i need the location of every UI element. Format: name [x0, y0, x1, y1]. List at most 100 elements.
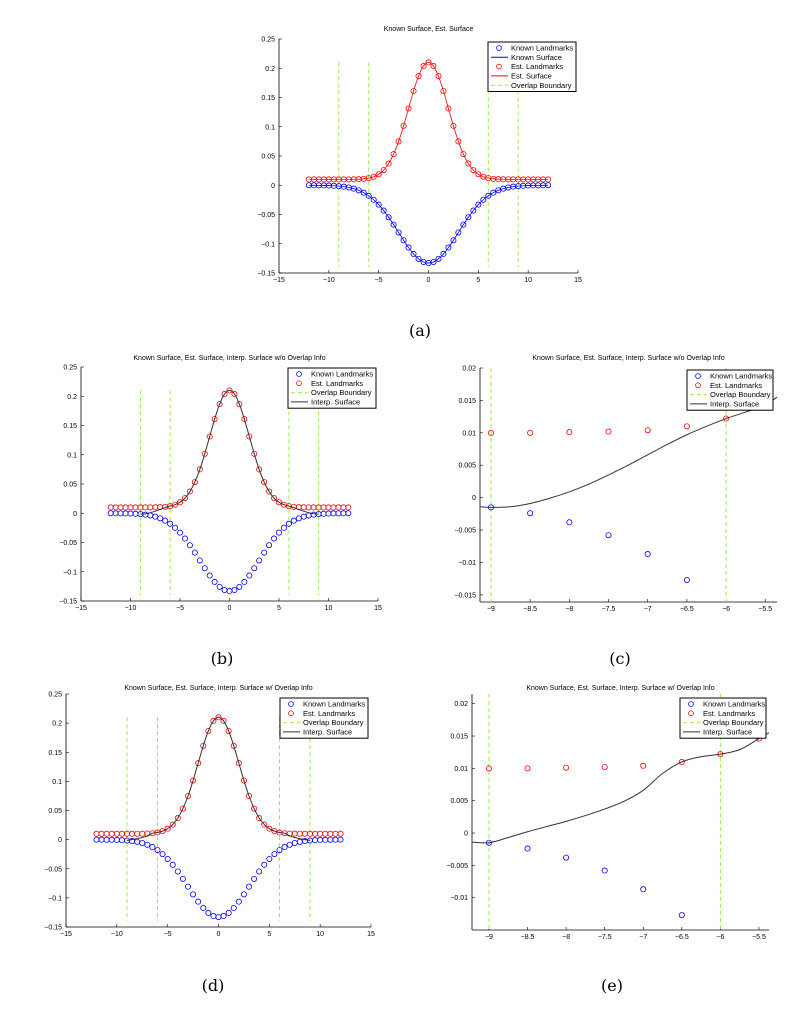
- known-landmark-point: [256, 557, 263, 564]
- known-landmark-point: [196, 557, 203, 564]
- est-landmark-point: [312, 830, 319, 837]
- est-landmark-point: [107, 504, 114, 511]
- known-landmark-point: [149, 844, 156, 851]
- x-tick-label: −8: [565, 606, 573, 613]
- known-landmark-point: [485, 192, 492, 199]
- panel-label: (b): [211, 649, 234, 668]
- est-landmark-point: [450, 122, 457, 129]
- x-tick-label: −6.5: [680, 606, 694, 613]
- known-landmark-point: [144, 841, 151, 848]
- x-tick-label: −5: [176, 605, 184, 612]
- est-landmark-point: [266, 825, 273, 832]
- known-landmark-point: [118, 837, 125, 844]
- known-landmark-point: [256, 868, 263, 875]
- y-tick-label: −0.1: [63, 569, 77, 576]
- x-tick-label: −6.5: [675, 934, 689, 941]
- est-landmark-point: [440, 88, 447, 95]
- known-landmark-point: [251, 875, 258, 882]
- est-landmark-point: [191, 479, 198, 486]
- interp-surface-line: [479, 396, 778, 508]
- est-landmark-point: [475, 171, 482, 178]
- est-landmark-point: [605, 428, 612, 435]
- est-landmark-point: [236, 401, 243, 408]
- est-landmark-point: [545, 176, 552, 183]
- est-landmark-point: [230, 742, 237, 749]
- y-tick-label: −0.015: [454, 592, 476, 599]
- est-landmark-point: [195, 760, 202, 767]
- legend-marker-icon: [695, 382, 701, 389]
- known-landmark-point: [445, 244, 452, 251]
- known-landmark-point: [380, 207, 387, 214]
- est-landmark-point: [420, 63, 427, 70]
- x-tick-label: −5.5: [758, 606, 772, 613]
- known-landmark-point: [280, 524, 287, 531]
- y-tick-label: 0.05: [63, 482, 77, 489]
- known-landmark-point: [450, 237, 457, 244]
- known-landmark-point: [139, 840, 146, 847]
- known-landmark-point: [195, 898, 202, 905]
- y-tick-label: 0.2: [67, 394, 77, 401]
- y-tick-label: −0.05: [257, 212, 275, 219]
- est-landmark-point: [310, 504, 317, 511]
- known-landmark-point: [142, 511, 149, 518]
- known-landmark-point: [164, 855, 171, 862]
- est-landmark-point: [112, 504, 119, 511]
- x-tick-label: 5: [476, 277, 480, 284]
- known-landmark-point: [93, 836, 100, 843]
- legend-label: Interp. Surface: [710, 400, 759, 409]
- x-tick-label: 10: [524, 277, 532, 284]
- plot-area: [487, 368, 769, 602]
- est-landmark-point: [723, 415, 730, 422]
- y-tick-label: −0.05: [44, 866, 62, 873]
- known-landmark-point: [240, 891, 247, 898]
- est-landmark-point: [261, 821, 268, 828]
- known-landmark-point: [605, 532, 612, 539]
- x-tick-label: 10: [325, 605, 333, 612]
- x-tick-label: −7: [644, 606, 652, 613]
- est-landmark-point: [327, 830, 334, 837]
- chart-title: Known Surface, Est. Surface, Interp. Sur…: [124, 685, 312, 692]
- known-landmark-point: [470, 207, 477, 214]
- x-tick-label: 15: [574, 277, 582, 284]
- legend-label: Known Landmarks: [511, 44, 573, 53]
- est-landmark-point: [275, 499, 282, 506]
- est-landmark-point: [256, 466, 263, 473]
- y-tick-label: 0.005: [458, 463, 476, 470]
- panel-label: (c): [609, 649, 630, 668]
- est-landmark-point: [601, 764, 608, 771]
- known-landmark-point: [370, 196, 377, 203]
- known-landmark-point: [206, 572, 213, 579]
- est-landmark-point: [305, 504, 312, 511]
- est-landmark-point: [335, 504, 342, 511]
- x-tick-label: −7: [639, 934, 647, 941]
- x-tick-label: 15: [374, 605, 382, 612]
- est-landmark-point: [487, 429, 494, 436]
- panel-d: Known Surface, Est. Surface, Interp. Sur…: [44, 685, 375, 995]
- est-landmark-point: [215, 714, 222, 721]
- plot-area: [107, 387, 352, 596]
- est-landmark-point: [220, 717, 227, 724]
- est-landmark-point: [235, 760, 242, 767]
- plot-area: [305, 59, 552, 268]
- chart-title: Known Surface, Est. Surface, Interp. Sur…: [532, 355, 724, 362]
- legend-label: Overlap Boundary: [511, 81, 572, 90]
- est-landmark-point: [164, 825, 171, 832]
- known-landmark-point: [179, 875, 186, 882]
- known-landmark-point: [400, 237, 407, 244]
- y-tick-label: 0.2: [265, 66, 275, 73]
- est-landmark-point: [527, 429, 534, 436]
- est-landmark-point: [113, 830, 120, 837]
- est-landmark-point: [190, 777, 197, 784]
- known-landmark-point: [103, 836, 110, 843]
- y-tick-label: −0.01: [450, 895, 468, 902]
- x-tick-label: −5.5: [752, 934, 766, 941]
- y-tick-label: 0.15: [261, 95, 275, 102]
- known-landmark-point: [167, 520, 174, 527]
- known-landmark-point: [200, 905, 207, 912]
- est-landmark-point: [465, 160, 472, 167]
- est-landmark-point: [415, 73, 422, 80]
- known-landmark-point: [683, 576, 690, 583]
- known-landmark-point: [215, 914, 222, 921]
- known-landmark-point: [355, 187, 362, 194]
- known-landmark-point: [395, 229, 402, 236]
